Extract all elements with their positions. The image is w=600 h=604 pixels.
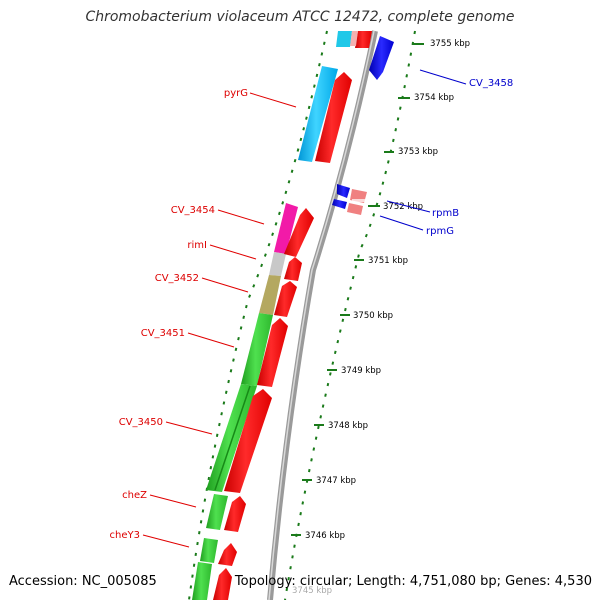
leader-line [419, 69, 467, 85]
gene-label-CV_3450[interactable]: CV_3450 [119, 417, 163, 428]
gene-cheY3 [218, 543, 237, 566]
gene-label-CV_3451[interactable]: CV_3451 [141, 328, 185, 339]
tick-label: 3746 kbp [305, 531, 345, 541]
leader-line [217, 209, 265, 225]
tick-label: 3750 kbp [353, 311, 393, 321]
tick-label: 3751 kbp [368, 256, 408, 266]
gene-label-cheZ[interactable]: cheZ [122, 490, 147, 501]
gene-label-pyrG[interactable]: pyrG [224, 88, 248, 99]
gene-rpmB [337, 184, 350, 198]
cds-CV_3451 [241, 313, 273, 386]
leader-line [165, 421, 213, 435]
leader-line [379, 215, 424, 231]
gene-CV_3458 [369, 36, 394, 80]
gene-label-cheY3[interactable]: cheY3 [110, 530, 140, 541]
tick-label-partial: 3745 kbp [292, 586, 332, 596]
cds-CV_3450 [206, 384, 257, 492]
cds-rpmG [347, 203, 363, 215]
partial-cds-pink [350, 31, 358, 46]
gene-rimI [284, 257, 302, 281]
leader-line [149, 494, 197, 508]
gene-label-rpmB[interactable]: rpmB [432, 208, 459, 219]
gene-bottom-partial [213, 568, 232, 600]
gene-label-rpmG[interactable]: rpmG [426, 226, 454, 237]
tick-label: 3754 kbp [414, 93, 454, 103]
accession-text: Accession: NC_005085 [9, 574, 157, 589]
tick-label: 3752 kbp [383, 202, 423, 212]
topology-text: Topology: circular; Length: 4,751,080 bp… [234, 574, 592, 589]
cds-CV_3454 [274, 203, 298, 254]
genome-backbone-highlight [268, 30, 375, 601]
cds-pyrG [298, 66, 338, 162]
gene-rpmG [332, 199, 347, 209]
gene-CV_3450 [224, 389, 272, 493]
leader-line [209, 244, 257, 260]
cds-CV_3452 [259, 275, 281, 315]
tick-label: 3748 kbp [328, 421, 368, 431]
leader-line [187, 332, 235, 348]
gene-cheZ [224, 496, 246, 532]
cds-bottom-partial [192, 562, 212, 600]
genome-backbone [267, 30, 378, 601]
cds-CV_3450-shade [214, 385, 251, 491]
tick-label: 3753 kbp [398, 147, 438, 157]
map-title: Chromobacterium violaceum ATCC 12472, co… [85, 9, 515, 25]
gene-label-CV_3452[interactable]: CV_3452 [155, 273, 199, 284]
tick-label: 3749 kbp [341, 366, 381, 376]
cds-cheY3 [200, 538, 218, 563]
partial-gene-red [355, 31, 372, 48]
gene-label-CV_3454[interactable]: CV_3454 [171, 205, 215, 216]
gene-pyrG [315, 72, 352, 163]
cds-separator [352, 199, 366, 202]
gene-CV_3454 [284, 208, 314, 257]
gene-label-CV_3458[interactable]: CV_3458 [469, 78, 513, 89]
cds-cheZ [206, 494, 228, 530]
gene-CV_3451 [257, 318, 288, 387]
leader-line [201, 277, 249, 293]
tick-label: 3747 kbp [316, 476, 356, 486]
partial-cds-cyan [336, 31, 352, 47]
tick-label: 3755 kbp [430, 39, 470, 49]
leader-line [249, 92, 297, 108]
cds-rimI [269, 252, 286, 276]
leader-line [142, 534, 190, 548]
leader-line [386, 200, 431, 213]
gene-label-rimI[interactable]: rimI [187, 240, 207, 251]
gene-CV_3452 [274, 281, 297, 317]
